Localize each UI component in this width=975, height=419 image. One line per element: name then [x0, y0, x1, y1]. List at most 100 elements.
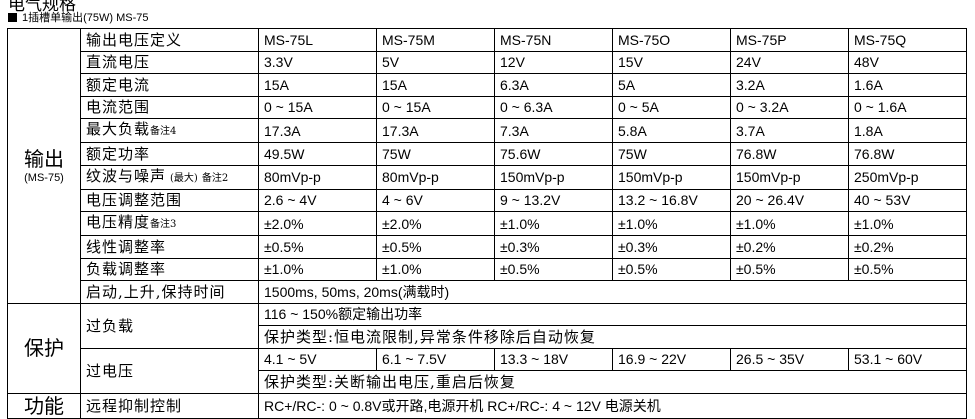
value: ±0.5%: [848, 257, 967, 281]
value: 150mVp-p: [494, 164, 613, 190]
value: 保护类型:恒电流限制,异常条件移除后自动恢复: [258, 325, 967, 349]
value: ±2.0%: [258, 211, 377, 236]
row-label: 直流电压: [80, 50, 259, 74]
value: 75W: [376, 142, 495, 166]
row: 输出 (MS-75) 输出电压定义 MS-75L MS-75M MS-75N MS-75O M…: [7, 28, 967, 304]
label-text: 直流电压: [86, 53, 151, 72]
row: 额定功率 49.5W 75W 75.6W 75W 76.8W 76.8W: [8, 142, 967, 166]
value: 0 ~ 3.2A: [730, 95, 849, 119]
label-note: 备注3: [150, 219, 177, 230]
row: 保护 过负载 116 ~ 150%额定输出功率: [7, 302, 967, 394]
label-text: 线性调整率: [86, 237, 167, 256]
row: 功能 远程抑制控制 RC+/RC-: 0 ~ 0.8V或开路,电源开机 RC+/RC…: [7, 392, 967, 419]
row: 保护类型:关断输出电压,重启后恢复: [8, 370, 967, 394]
row: 过电压 4.1 ~ 5V 6.1 ~ 7.5V 13.3 ~ 18V 16.9 ~ 22…: [8, 347, 967, 394]
value: 16.9 ~ 22V: [612, 347, 731, 371]
row-label: 过负载: [80, 302, 259, 349]
row-label: 电压调整范围: [80, 188, 259, 212]
value: 13.2 ~ 16.8V: [612, 188, 731, 212]
value: 0 ~ 6.3A: [494, 95, 613, 119]
group-cell: 功能: [7, 392, 81, 419]
value: 2.6 ~ 4V: [258, 188, 377, 212]
row-label: 负载调整率: [80, 257, 259, 281]
value: ±1.0%: [730, 211, 849, 236]
value: 20 ~ 26.4V: [730, 188, 849, 212]
value: 1.6A: [848, 73, 967, 97]
row: 电压精度备注3 ±2.0% ±2.0% ±1.0% ±1.0% ±1.0% ±1.0%: [8, 211, 967, 236]
model: MS-75M: [376, 28, 495, 52]
label-text: 最大负载: [86, 120, 151, 138]
value: 76.8W: [730, 142, 849, 166]
model: MS-75P: [730, 28, 849, 52]
row: 负载调整率 ±1.0% ±1.0% ±0.5% ±0.5% ±0.5% ±0.5%: [8, 257, 967, 281]
value: 保护类型:关断输出电压,重启后恢复: [258, 370, 967, 394]
value: ±0.5%: [494, 257, 613, 281]
model: MS-75L: [258, 28, 377, 52]
value: 53.1 ~ 60V: [848, 347, 967, 371]
value: 75W: [612, 142, 731, 166]
label-text: 负载调整率: [86, 260, 167, 279]
value: 12V: [494, 50, 613, 74]
title: 电气规格: [8, 0, 76, 15]
value: ±1.0%: [848, 211, 967, 236]
value: 49.5W: [258, 142, 377, 166]
label-note: 备注2: [201, 172, 229, 184]
value: 6.1 ~ 7.5V: [376, 347, 495, 371]
value: 15A: [376, 73, 495, 97]
group-label: 输出: [24, 146, 64, 171]
row-label: 过电压: [80, 347, 259, 394]
value: 6.3A: [494, 73, 613, 97]
row: 电压调整范围 2.6 ~ 4V 4 ~ 6V 9 ~ 13.2V 13.2 ~ 16.8…: [8, 188, 967, 212]
row-label: 电流范围: [80, 95, 259, 119]
value: ±1.0%: [494, 211, 613, 236]
value: 15A: [258, 73, 377, 97]
value: 17.3A: [376, 118, 495, 143]
label-text: 电压精度: [86, 213, 151, 231]
row: 纹波与噪声 (最大) 备注2 80mVp-p 80mVp-p 150mVp-p 150mVp…: [8, 164, 967, 190]
row-label: 线性调整率: [80, 235, 259, 259]
value: ±0.5%: [258, 235, 377, 259]
value: ±1.0%: [612, 211, 731, 236]
value: ±0.5%: [376, 235, 495, 259]
row: 电流范围 0 ~ 15A 0 ~ 15A 0 ~ 6.3A 0 ~ 5A 0 ~ 3.2A…: [8, 95, 967, 119]
label-small: (最大): [170, 172, 198, 184]
subtitle-text: 1插槽单输出(75W) MS-75: [22, 12, 149, 24]
value: 150mVp-p: [612, 164, 731, 190]
row: 线性调整率 ±0.5% ±0.5% ±0.3% ±0.3% ±0.2% ±0.2%: [8, 235, 967, 259]
group-cell: 保护: [7, 302, 81, 394]
value: 0 ~ 15A: [258, 95, 377, 119]
value: ±0.3%: [494, 235, 613, 259]
row: 直流电压 3.3V 5V 12V 15V 24V 48V: [8, 50, 967, 74]
spec-table: 输出 (MS-75) 输出电压定义 MS-75L MS-75M MS-75N MS-75O M…: [7, 28, 967, 419]
value: 3.2A: [730, 73, 849, 97]
row-label: 启动,上升,保持时间: [80, 280, 259, 304]
value: 26.5 ~ 35V: [730, 347, 849, 371]
value: ±0.5%: [730, 257, 849, 281]
value: 40 ~ 53V: [848, 188, 967, 212]
value: 7.3A: [494, 118, 613, 143]
value: ±0.5%: [612, 257, 731, 281]
row-label: 最大负载备注4: [80, 118, 259, 143]
label-text: 额定电流: [86, 75, 151, 94]
value: ±0.2%: [730, 235, 849, 259]
group-note: (MS-75): [24, 171, 64, 184]
row-label: 纹波与噪声 (最大) 备注2: [80, 164, 259, 190]
model: MS-75Q: [848, 28, 967, 52]
value: 116 ~ 150%额定输出功率: [258, 302, 967, 326]
subtitle: 1插槽单输出(75W) MS-75: [8, 9, 149, 25]
value: 80mVp-p: [376, 164, 495, 190]
value: 80mVp-p: [258, 164, 377, 190]
value: 13.3 ~ 18V: [494, 347, 613, 371]
row-label: 额定电流: [80, 73, 259, 97]
value: 3.7A: [730, 118, 849, 143]
value: 5.8A: [612, 118, 731, 143]
row: 额定电流 15A 15A 6.3A 5A 3.2A 1.6A: [8, 73, 967, 97]
model: MS-75N: [494, 28, 613, 52]
value: 1.8A: [848, 118, 967, 143]
row-label: 远程抑制控制: [80, 392, 259, 419]
row-label: 额定功率: [80, 142, 259, 166]
value: 150mVp-p: [730, 164, 849, 190]
value: 76.8W: [848, 142, 967, 166]
value: ±0.2%: [848, 235, 967, 259]
